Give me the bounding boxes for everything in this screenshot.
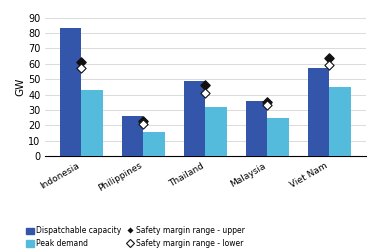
Bar — [329, 87, 351, 156]
Y-axis label: GW: GW — [15, 78, 25, 96]
Point — [202, 91, 208, 95]
Point — [264, 100, 270, 104]
Point — [326, 56, 333, 60]
Point — [141, 119, 147, 123]
Bar — [184, 81, 205, 156]
Bar — [144, 132, 165, 156]
Bar — [60, 28, 81, 156]
Point — [326, 63, 333, 67]
Bar — [267, 118, 289, 156]
Point — [202, 83, 208, 87]
Point — [78, 67, 84, 71]
Point — [78, 60, 84, 64]
Legend: Dispatchable capacity, Peak demand, Safety margin range - upper, Safety margin r: Dispatchable capacity, Peak demand, Safe… — [26, 226, 245, 248]
Bar — [205, 107, 227, 156]
Bar — [308, 69, 329, 156]
Bar — [246, 101, 267, 156]
Bar — [122, 116, 144, 156]
Point — [264, 103, 270, 107]
Bar — [81, 90, 103, 156]
Point — [141, 122, 147, 126]
